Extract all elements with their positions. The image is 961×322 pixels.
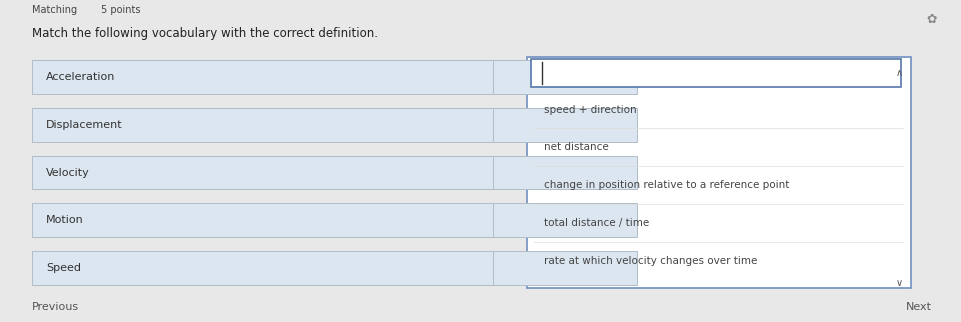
FancyBboxPatch shape — [32, 108, 493, 142]
FancyBboxPatch shape — [493, 108, 637, 142]
Text: Speed: Speed — [46, 263, 81, 273]
FancyBboxPatch shape — [32, 156, 493, 189]
FancyBboxPatch shape — [493, 156, 637, 189]
FancyBboxPatch shape — [493, 61, 637, 94]
Text: total distance / time: total distance / time — [544, 218, 650, 228]
Text: ∨: ∨ — [896, 278, 903, 289]
FancyBboxPatch shape — [32, 251, 493, 285]
FancyBboxPatch shape — [531, 59, 901, 87]
Text: ✿: ✿ — [926, 13, 937, 26]
Text: Displacement: Displacement — [46, 120, 123, 130]
Text: Acceleration: Acceleration — [46, 72, 115, 82]
Text: 5 points: 5 points — [101, 5, 140, 15]
Text: Previous: Previous — [32, 302, 79, 312]
FancyBboxPatch shape — [527, 57, 911, 288]
Text: ∧: ∧ — [896, 68, 903, 78]
Text: Matching: Matching — [32, 5, 77, 15]
FancyBboxPatch shape — [32, 61, 493, 94]
Text: speed + direction: speed + direction — [544, 105, 636, 115]
Text: Motion: Motion — [46, 215, 84, 225]
FancyBboxPatch shape — [493, 204, 637, 237]
FancyBboxPatch shape — [493, 251, 637, 285]
Text: net distance: net distance — [544, 142, 608, 152]
Text: change in position relative to a reference point: change in position relative to a referen… — [544, 180, 789, 190]
Text: Next: Next — [906, 302, 932, 312]
FancyBboxPatch shape — [32, 204, 493, 237]
Text: Velocity: Velocity — [46, 167, 90, 178]
Text: rate at which velocity changes over time: rate at which velocity changes over time — [544, 256, 757, 266]
Text: Match the following vocabulary with the correct definition.: Match the following vocabulary with the … — [32, 27, 378, 40]
